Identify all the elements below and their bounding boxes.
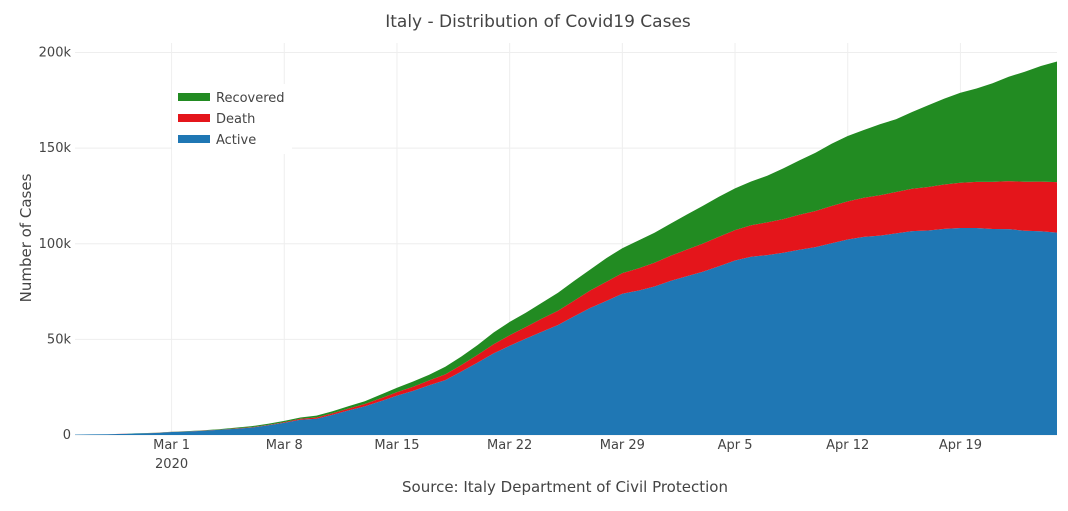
y-tick-label: 0 xyxy=(63,428,71,443)
x-tick-sublabel: 2020 xyxy=(155,457,188,472)
legend-label: Active xyxy=(216,133,256,148)
x-axis-label: Source: Italy Department of Civil Protec… xyxy=(402,478,728,496)
y-tick-label: 100k xyxy=(39,237,72,252)
legend-swatch xyxy=(178,135,210,143)
x-tick-label: Apr 12 xyxy=(826,438,869,453)
x-tick-label: Mar 1 xyxy=(153,438,190,453)
legend-label: Recovered xyxy=(216,91,285,106)
axis-layer: Mar 1 2020 Mar 8 Mar 15 Mar 22 Mar 29 Apr 5 Apr… xyxy=(39,46,982,472)
y-tick-label: 200k xyxy=(39,46,72,61)
legend-label: Death xyxy=(216,112,255,127)
area-recovered xyxy=(75,61,1057,435)
x-tick-label: Mar 15 xyxy=(374,438,419,453)
area-active xyxy=(75,228,1057,435)
y-tick-label: 150k xyxy=(39,141,72,156)
x-tick-label: Mar 22 xyxy=(487,438,532,453)
legend-swatch xyxy=(178,114,210,122)
x-tick-label: Mar 8 xyxy=(266,438,303,453)
y-tick-label: 50k xyxy=(47,332,72,347)
area-layer xyxy=(75,61,1057,435)
x-tick-label: Mar 29 xyxy=(600,438,645,453)
y-axis-label: Number of Cases xyxy=(17,173,35,302)
legend-swatch xyxy=(178,93,210,101)
x-tick-label: Apr 5 xyxy=(718,438,753,453)
area-death xyxy=(75,181,1057,435)
chart-title: Italy - Distribution of Covid19 Cases xyxy=(385,12,691,32)
x-tick-label: Apr 19 xyxy=(939,438,982,453)
legend: Recovered Death Active xyxy=(172,84,292,154)
